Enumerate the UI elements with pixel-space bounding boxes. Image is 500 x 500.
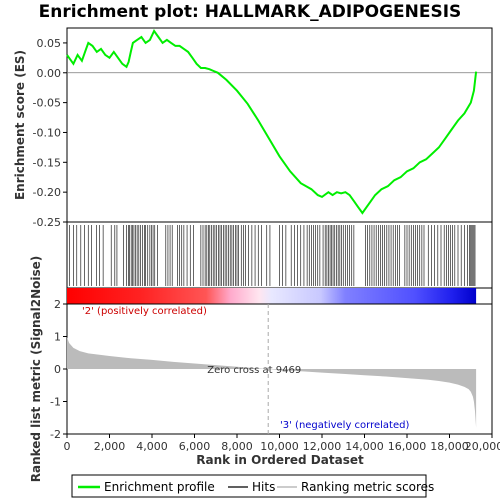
legend-ranking-label: Ranking metric scores [301, 480, 434, 494]
ranked-y-tick-label: 1 [54, 331, 61, 344]
ranked-y-axis-label: Ranked list metric (Signal2Noise) [29, 256, 43, 483]
ranked-y-tick-label: -1 [50, 396, 61, 409]
es-y-tick-label: -0.20 [33, 186, 61, 199]
es-y-axis-label: Enrichment score (ES) [13, 50, 27, 200]
enrichment-profile-line [66, 29, 478, 215]
x-tick-label: 12,000 [303, 440, 342, 453]
es-y-tick-label: -0.10 [33, 126, 61, 139]
ranked-y-tick-label: 2 [54, 298, 61, 311]
ranked-y-ticks: 2 1 0 -1 -2 [50, 298, 67, 441]
x-tick-label: 14,000 [345, 440, 384, 453]
es-y-tick-label: -0.25 [33, 216, 61, 229]
x-tick-label: 10,000 [260, 440, 299, 453]
legend-box [71, 474, 427, 498]
x-tick-label: 6,000 [179, 440, 211, 453]
es-plot-area [66, 27, 493, 223]
es-y-ticks: 0.05 0.00 -0.05 -0.10 -0.15 -0.20 -0.25 [33, 37, 67, 229]
legend: Enrichment profile Hits Ranking metric s… [71, 474, 434, 498]
es-y-tick-label: -0.05 [33, 97, 61, 110]
chart-title: Enrichment plot: HALLMARK_ADIPOGENESIS [39, 2, 462, 22]
ranked-metric-panel: 2 1 0 -1 -2 '2' (positively correlated) Zero… [29, 256, 493, 483]
x-tick-label: 16,000 [388, 440, 427, 453]
x-tick-label: 18,000 [430, 440, 469, 453]
x-axis-label: Rank in Ordered Dataset [196, 453, 364, 467]
es-y-tick-label: 0.00 [37, 67, 62, 80]
negative-correlation-label: '3' (negatively correlated) [280, 420, 409, 431]
legend-enrichment-label: Enrichment profile [104, 480, 215, 494]
positive-correlation-label: '2' (positively correlated) [82, 306, 207, 317]
es-y-tick-label: -0.15 [33, 156, 61, 169]
x-tick-label: 8,000 [221, 440, 253, 453]
x-tick-label: 2,000 [94, 440, 126, 453]
x-tick-label: 20,000 [465, 440, 500, 453]
ranking-color-band [67, 288, 477, 304]
x-tick-label: 0 [64, 440, 71, 453]
zero-cross-label: Zero cross at 9469 [207, 365, 301, 376]
ranked-y-tick-label: 0 [54, 363, 61, 376]
legend-hits-label: Hits [252, 480, 275, 494]
es-y-tick-label: 0.05 [37, 37, 62, 50]
ranked-y-tick-label: -2 [50, 428, 61, 441]
es-panel: 0.05 0.00 -0.05 -0.10 -0.15 -0.20 -0.25 Enrich… [13, 27, 493, 229]
x-tick-label: 4,000 [136, 440, 168, 453]
x-axis-ticks: 0 2,000 4,000 6,000 8,000 10,000 12,000 14,000 1… [64, 434, 500, 453]
hit-markers [69, 225, 476, 286]
hits-panel [66, 221, 493, 289]
